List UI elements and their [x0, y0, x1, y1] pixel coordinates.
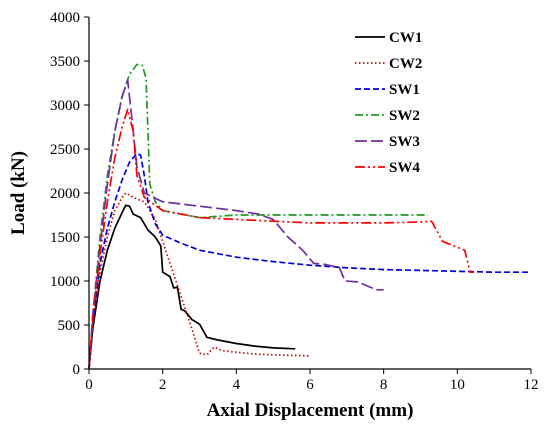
y-tick-label-3: 1500 — [50, 230, 80, 246]
x-tick-label-1: 2 — [159, 377, 167, 393]
x-tick-label-0: 0 — [85, 377, 93, 393]
x-tick-label-2: 4 — [233, 377, 241, 393]
legend-label-sw1: SW1 — [389, 82, 420, 98]
y-tick-label-6: 3000 — [50, 98, 80, 114]
x-axis-ticks: 0 2 4 6 8 10 12 — [85, 369, 539, 393]
y-tick-label-8: 4000 — [50, 10, 80, 26]
y-axis-title: Load (kN) — [8, 151, 29, 235]
y-tick-label-5: 2500 — [50, 142, 80, 158]
y-tick-label-0: 0 — [73, 362, 81, 378]
x-tick-label-4: 8 — [380, 377, 388, 393]
series-lines — [88, 63, 531, 370]
x-tick-label-6: 12 — [524, 377, 539, 393]
series-line-cw1 — [88, 204, 296, 370]
x-axis-title: Axial Displacement (mm) — [207, 400, 414, 421]
series-line-cw2 — [88, 192, 311, 370]
legend-label-sw4: SW4 — [389, 160, 420, 176]
y-tick-label-4: 2000 — [50, 186, 80, 202]
series-line-sw1 — [88, 152, 531, 370]
legend-label-cw1: CW1 — [389, 30, 422, 46]
y-tick-label-7: 3500 — [50, 54, 80, 70]
y-axis-ticks: 0 500 1000 1500 2000 2500 3000 3500 4000 — [50, 10, 89, 378]
y-tick-label-2: 1000 — [50, 274, 80, 290]
legend-label-sw2: SW2 — [389, 108, 420, 124]
y-tick-label-1: 500 — [58, 318, 81, 334]
legend: CW1 CW2 SW1 SW2 SW3 SW4 — [355, 30, 422, 176]
x-tick-label-3: 6 — [306, 377, 314, 393]
legend-label-sw3: SW3 — [389, 134, 420, 150]
x-tick-label-5: 10 — [450, 377, 465, 393]
series-line-sw3 — [88, 79, 384, 370]
legend-label-cw2: CW2 — [389, 56, 422, 72]
series-line-sw4 — [88, 108, 474, 370]
